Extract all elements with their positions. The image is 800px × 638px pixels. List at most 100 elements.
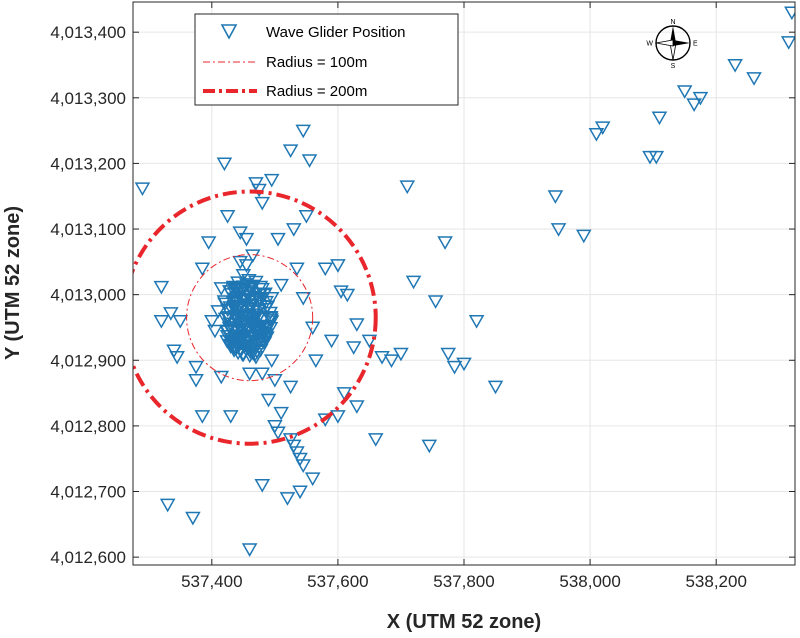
glider-marker [298, 209, 315, 224]
glider-marker [232, 331, 248, 345]
glider-marker [301, 154, 318, 168]
glider-marker [216, 295, 233, 309]
glider-marker [238, 259, 255, 273]
glider-marker [295, 459, 312, 473]
x-tick-label: 537,400 [181, 572, 242, 591]
glider-marker [304, 472, 321, 487]
glider-marker [727, 59, 743, 73]
glider-marker [317, 262, 334, 277]
glider-marker [383, 354, 400, 368]
compass-label-e: E [693, 41, 698, 48]
glider-marker [393, 347, 409, 362]
glider-marker [254, 196, 271, 211]
glider-marker [263, 354, 280, 368]
cluster-marker [260, 321, 276, 336]
x-tick-label: 537,600 [307, 572, 368, 591]
glider-marker [285, 223, 302, 237]
glider-marker [188, 374, 204, 388]
cluster-marker [228, 321, 244, 336]
circle-radius-100 [186, 254, 314, 382]
glider-marker [273, 278, 289, 293]
y-tick-label: 4,012,900 [50, 351, 126, 370]
glider-marker [260, 393, 277, 408]
glider-marker [780, 36, 795, 50]
glider-marker [251, 321, 267, 336]
glider-marker [336, 387, 353, 401]
glider-marker [292, 452, 308, 467]
glider-marker [446, 360, 463, 375]
glider-marker [282, 433, 299, 447]
glider-marker [200, 236, 217, 250]
compass-needle-west [655, 39, 674, 47]
cluster-marker [238, 293, 255, 307]
glider-marker [254, 478, 271, 493]
glider-marker [333, 285, 349, 300]
compass-needle-north [670, 26, 676, 43]
glider-marker [216, 157, 233, 172]
glider-marker [226, 341, 242, 355]
cluster-marker [252, 287, 269, 302]
x-tick-label: 538,000 [559, 572, 620, 591]
glider-marker [213, 282, 230, 296]
cluster-marker [243, 316, 260, 331]
glider-marker [295, 291, 312, 306]
cluster-marker [217, 312, 234, 327]
glider-marker [159, 498, 176, 513]
glider-marker [207, 324, 223, 339]
glider-marker [421, 439, 438, 454]
glider-marker [456, 357, 472, 372]
cluster-marker [244, 342, 260, 357]
glider-marker [229, 324, 245, 339]
glider-marker [468, 314, 485, 329]
cluster-marker [219, 329, 236, 344]
y-tick-label: 4,013,200 [50, 154, 126, 173]
glider-marker [323, 334, 340, 349]
glider-marker [267, 419, 283, 434]
glider-marker [185, 511, 201, 526]
y-tick-label: 4,012,800 [50, 417, 126, 436]
glider-marker [692, 91, 709, 106]
glider-marker [241, 543, 258, 557]
cluster-marker [242, 299, 259, 314]
glider-marker [172, 314, 189, 329]
glider-marker [248, 177, 264, 191]
glider-marker [166, 344, 182, 359]
legend: Wave Glider Position Radius = 100m Radiu… [194, 13, 459, 106]
glider-marker [163, 307, 179, 321]
y-tick-labels: 4,012,600 4,012,700 4,012,800 4,012,900 4,01… [50, 23, 126, 567]
legend-marker-glider [220, 24, 238, 40]
glider-marker [550, 223, 567, 237]
glider-marker [686, 98, 702, 113]
x-tick-label: 537,800 [433, 572, 494, 591]
glider-marker [204, 314, 220, 329]
glider-marker [248, 351, 264, 365]
data-markers [134, 6, 795, 557]
glider-marker [648, 150, 665, 165]
glider-marker [292, 485, 308, 500]
glider-marker [210, 305, 226, 319]
glider-marker [676, 85, 693, 99]
glider-marker [349, 318, 365, 332]
compass-label-n: N [670, 19, 675, 26]
glider-marker [194, 262, 211, 277]
glider-marker [241, 344, 258, 359]
cluster-marker [230, 301, 246, 315]
glider-marker [339, 288, 356, 303]
glider-marker [270, 426, 286, 441]
glider-marker [241, 367, 258, 382]
glider-marker [594, 121, 611, 136]
glider-marker [330, 410, 346, 424]
glider-marker [575, 229, 592, 244]
axis-ticks [133, 2, 795, 565]
glider-marker [257, 331, 274, 345]
glider-marker [330, 259, 346, 273]
glider-marker [367, 433, 384, 447]
cluster-marker [224, 336, 241, 351]
circle-radius-200 [133, 189, 378, 446]
glider-marker [588, 127, 605, 142]
glider-marker [219, 209, 236, 224]
glider-marker [427, 295, 444, 309]
glider-marker [784, 6, 795, 21]
cluster-marker [241, 274, 257, 288]
glider-marker [279, 492, 296, 506]
